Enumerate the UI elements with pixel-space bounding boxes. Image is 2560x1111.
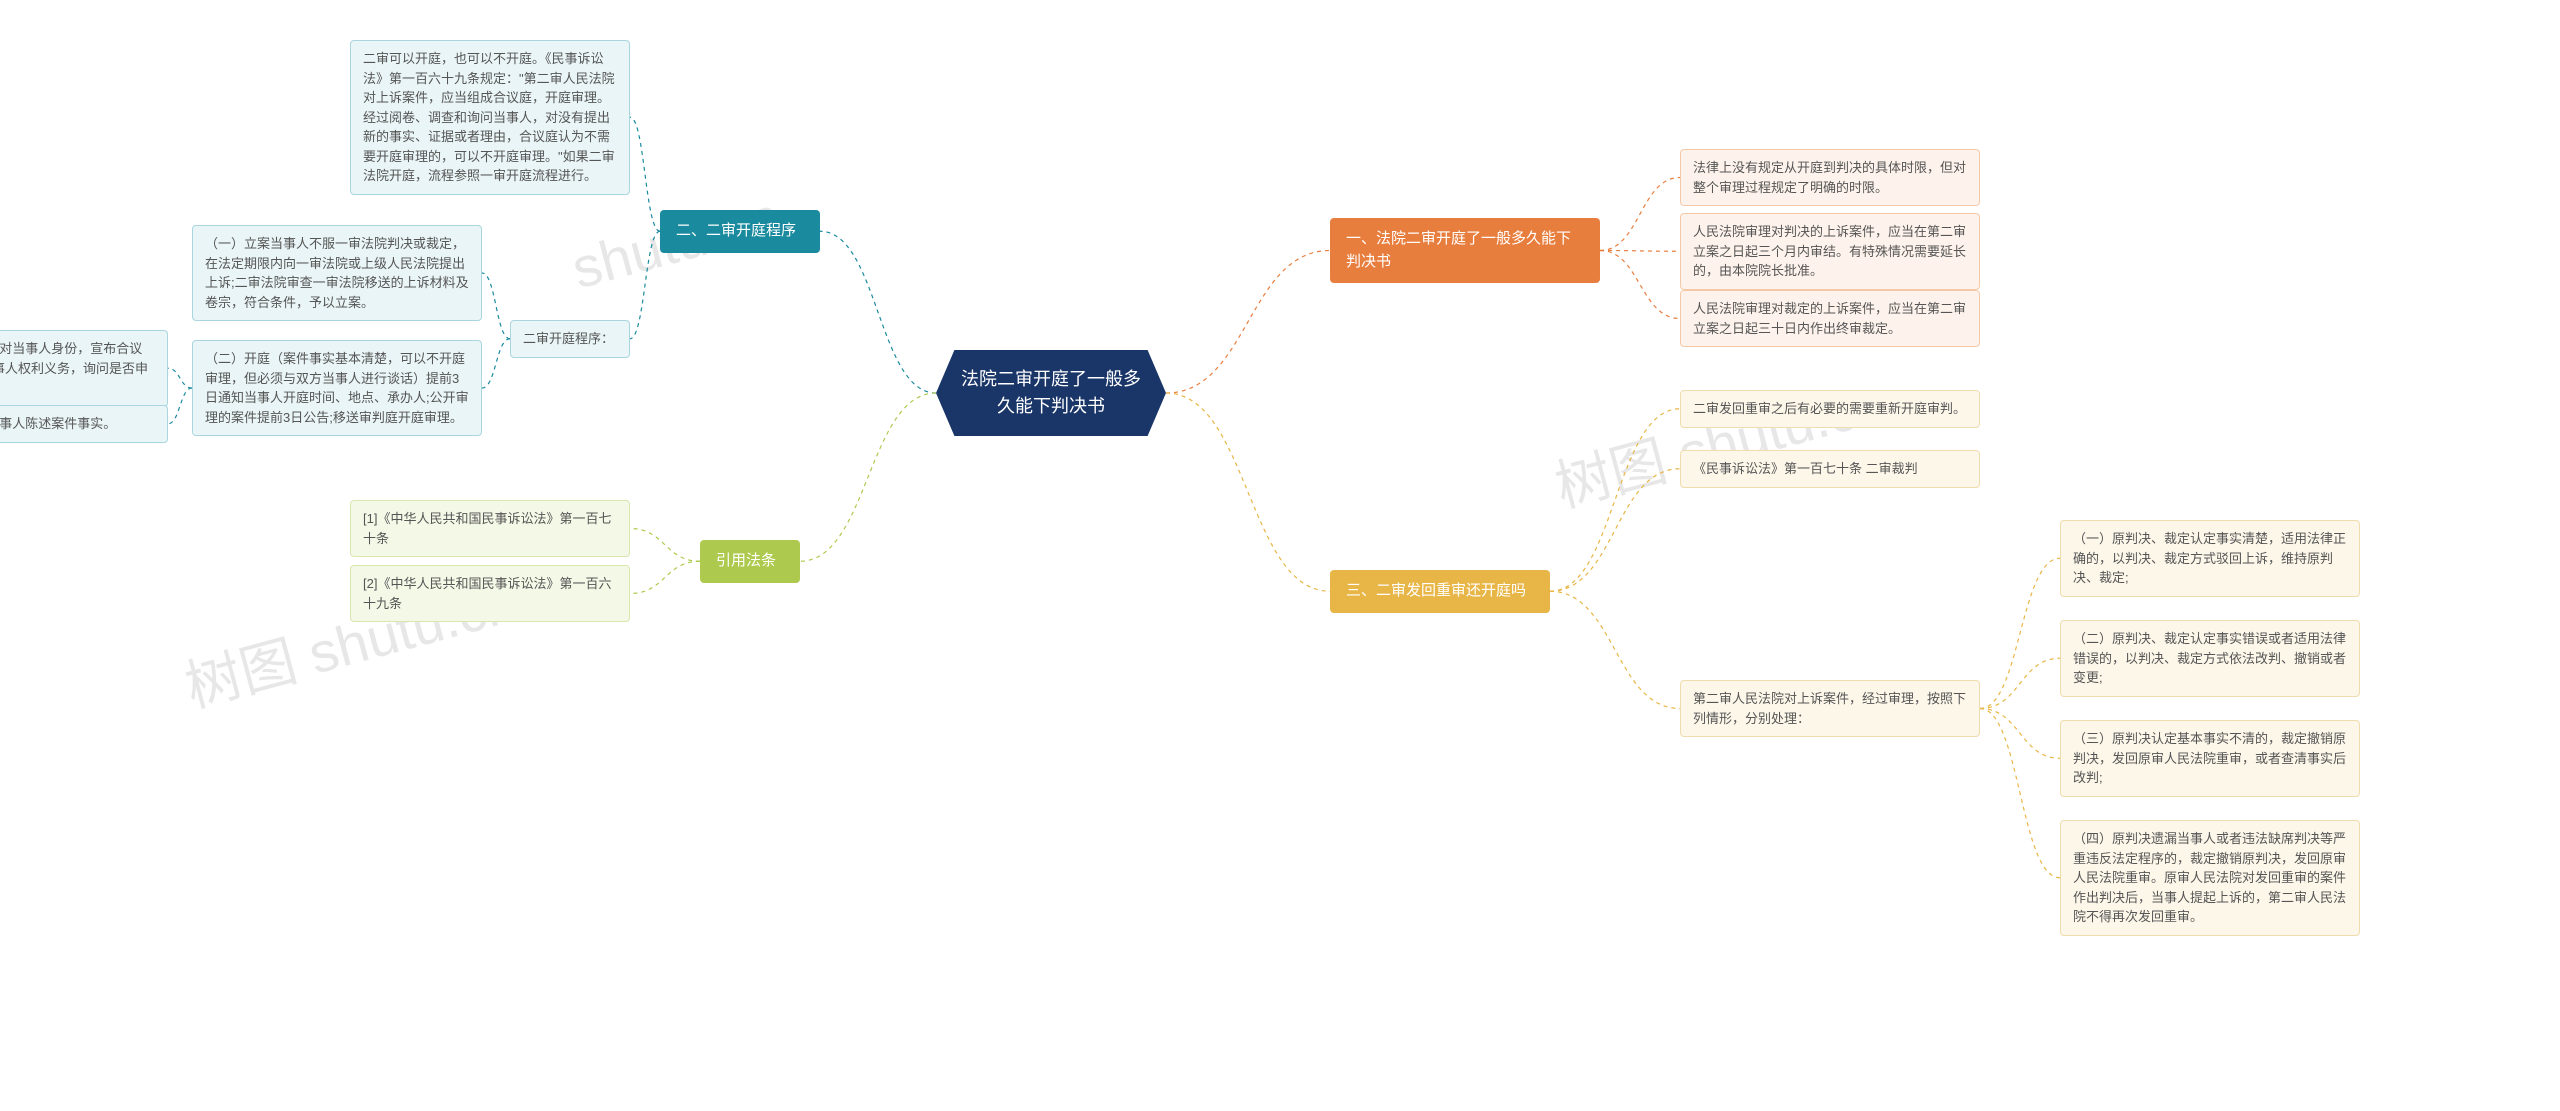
branch-node: 引用法条 (700, 540, 800, 583)
leaf-node: 《民事诉讼法》第一百七十条 二审裁判 (1680, 450, 1980, 488)
leaf-node: 二审发回重审之后有必要的需要重新开庭审判。 (1680, 390, 1980, 428)
branch-node: 三、二审发回重审还开庭吗 (1330, 570, 1550, 613)
leaf-node: 法律上没有规定从开庭到判决的具体时限，但对整个审理过程规定了明确的时限。 (1680, 149, 1980, 206)
leaf-node: 第二审人民法院对上诉案件，经过审理，按照下列情形，分别处理： (1680, 680, 1980, 737)
leaf-node: （一）立案当事人不服一审法院判决或裁定，在法定期限内向一审法院或上级人民法院提出… (192, 225, 482, 321)
branch-node: 一、法院二审开庭了一般多久能下判决书 (1330, 218, 1600, 283)
root-node: 法院二审开庭了一般多久能下判决书 (936, 350, 1166, 436)
watermark: 树图 shutu.cn (1545, 357, 1894, 523)
leaf-node: （一）原判决、裁定认定事实清楚，适用法律正确的，以判决、裁定方式驳回上诉，维持原… (2060, 520, 2360, 597)
leaf-node: 人民法院审理对裁定的上诉案件，应当在第二审立案之日起三十日内作出终审裁定。 (1680, 290, 1980, 347)
leaf-node: 二审可以开庭，也可以不开庭。《民事诉讼法》第一百六十九条规定："第二审人民法院对… (350, 40, 630, 195)
leaf-node: [1]《中华人民共和国民事诉讼法》第一百七十条 (350, 500, 630, 557)
leaf-node: 二审开庭程序： (510, 320, 630, 358)
leaf-node: （二）原判决、裁定认定事实错误或者适用法律错误的，以判决、裁定方式依法改判、撤销… (2060, 620, 2360, 697)
leaf-node: [2]《中华人民共和国民事诉讼法》第一百六十九条 (350, 565, 630, 622)
branch-node: 二、二审开庭程序 (660, 210, 820, 253)
leaf-node: 人民法院审理对判决的上诉案件，应当在第二审立案之日起三个月内审结。有特殊情况需要… (1680, 213, 1980, 290)
leaf-node: 1、宣布开庭，核对当事人身份，宣布合议庭成员，告知当事人权利义务，询问是否申请回… (0, 330, 168, 407)
leaf-node: （四）原判决遗漏当事人或者违法缺席判决等严重违反法定程序的，裁定撤销原判决，发回… (2060, 820, 2360, 936)
leaf-node: 2、法庭调查：当事人陈述案件事实。 (0, 405, 168, 443)
leaf-node: （二）开庭（案件事实基本清楚，可以不开庭审理，但必须与双方当事人进行谈话）提前3… (192, 340, 482, 436)
leaf-node: （三）原判决认定基本事实不清的，裁定撤销原判决，发回原审人民法院重审，或者查清事… (2060, 720, 2360, 797)
